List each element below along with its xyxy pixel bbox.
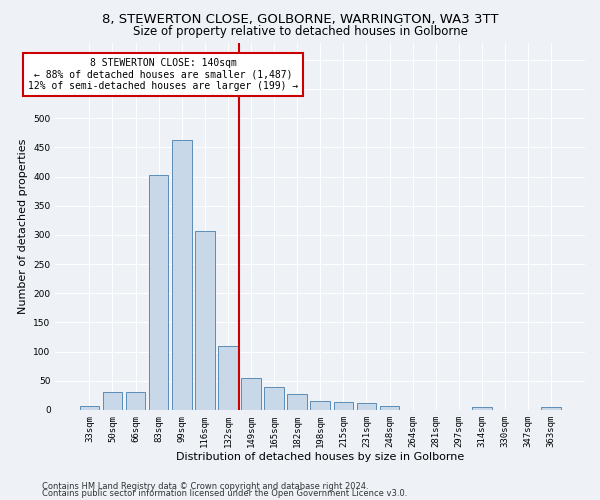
Text: 8 STEWERTON CLOSE: 140sqm
← 88% of detached houses are smaller (1,487)
12% of se: 8 STEWERTON CLOSE: 140sqm ← 88% of detac… xyxy=(28,58,298,91)
Bar xyxy=(541,407,561,410)
Bar xyxy=(218,346,238,410)
Bar xyxy=(380,406,400,410)
Bar xyxy=(264,386,284,410)
Text: Size of property relative to detached houses in Golborne: Size of property relative to detached ho… xyxy=(133,25,467,38)
Bar xyxy=(126,392,145,410)
Bar xyxy=(80,406,99,410)
Bar xyxy=(241,378,261,410)
X-axis label: Distribution of detached houses by size in Golborne: Distribution of detached houses by size … xyxy=(176,452,464,462)
Bar xyxy=(103,392,122,410)
Bar xyxy=(287,394,307,410)
Bar xyxy=(195,231,215,410)
Text: Contains HM Land Registry data © Crown copyright and database right 2024.: Contains HM Land Registry data © Crown c… xyxy=(42,482,368,491)
Bar xyxy=(172,140,191,410)
Bar xyxy=(149,176,169,410)
Bar xyxy=(310,401,330,410)
Bar xyxy=(334,402,353,410)
Text: Contains public sector information licensed under the Open Government Licence v3: Contains public sector information licen… xyxy=(42,490,407,498)
Bar xyxy=(472,407,491,410)
Bar xyxy=(356,403,376,410)
Y-axis label: Number of detached properties: Number of detached properties xyxy=(18,138,28,314)
Text: 8, STEWERTON CLOSE, GOLBORNE, WARRINGTON, WA3 3TT: 8, STEWERTON CLOSE, GOLBORNE, WARRINGTON… xyxy=(102,12,498,26)
